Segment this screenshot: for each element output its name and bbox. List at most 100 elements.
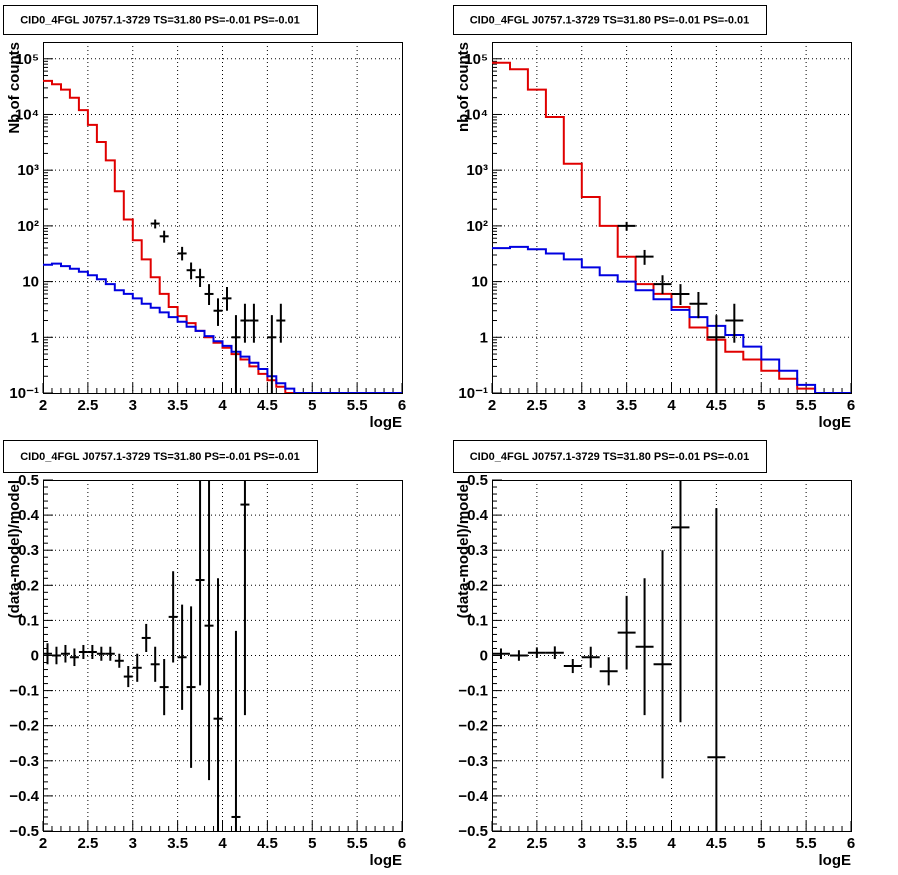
- chart-pad-2: CID0_4FGL J0757.1-3729 TS=31.80 PS=-0.01…: [453, 5, 855, 431]
- y-tick-label: 0.1: [18, 612, 39, 629]
- title-box: [453, 5, 767, 35]
- y-tick-label: 0.5: [467, 472, 488, 489]
- plot-frame: [43, 480, 403, 832]
- y-tick-label: 0.2: [467, 577, 488, 594]
- y-tick-label: 0.5: [18, 472, 39, 489]
- y-tick-label: 10: [22, 274, 39, 291]
- y-tick-label: −0.1: [458, 683, 488, 700]
- x-tick-label: 5: [308, 835, 316, 852]
- y-tick-label: −0.2: [9, 718, 39, 735]
- x-tick-label: 2.5: [77, 835, 98, 852]
- y-tick-label: 0.2: [18, 577, 39, 594]
- y-tick-label: −0.3: [458, 753, 488, 770]
- y-tick-label: 10⁴: [464, 106, 488, 123]
- y-tick-label: −0.1: [9, 683, 39, 700]
- y-tick-label: 10³: [466, 162, 488, 179]
- x-tick-label: 3: [129, 835, 137, 852]
- x-tick-label: 2: [39, 835, 47, 852]
- y-tick-label: 0: [480, 648, 488, 665]
- x-tick-label: 4.5: [706, 835, 727, 852]
- x-tick-label: 3.5: [167, 835, 188, 852]
- x-tick-label: 3.5: [167, 397, 188, 414]
- x-tick-label: 5.5: [347, 835, 368, 852]
- plot-data: [492, 61, 851, 393]
- y-axis-title: (data-model)/model: [455, 480, 472, 618]
- x-tick-label: 4: [218, 397, 227, 414]
- x-tick-label: 4.5: [706, 397, 727, 414]
- series-model-source-line: [43, 262, 402, 393]
- x-tick-label: 3.5: [616, 397, 637, 414]
- x-tick-label: 5.5: [796, 835, 817, 852]
- x-tick-label: 2: [488, 397, 496, 414]
- y-tick-label: −0.5: [9, 823, 39, 840]
- x-axis-title: logE: [370, 414, 403, 431]
- x-tick-label: 2: [488, 835, 496, 852]
- y-axis-title: Nb of counts: [6, 42, 23, 134]
- x-tick-label: 5: [308, 397, 316, 414]
- plot-frame: [492, 480, 852, 832]
- y-tick-label: 10⁵: [464, 51, 488, 68]
- chart-title: CID0_4FGL J0757.1-3729 TS=31.80 PS=-0.01…: [20, 15, 300, 27]
- chart-title: CID0_4FGL J0757.1-3729 TS=31.80 PS=-0.01…: [470, 451, 750, 463]
- x-tick-label: 2.5: [526, 397, 547, 414]
- x-tick-label: 2: [39, 397, 47, 414]
- y-tick-label: 0.4: [18, 507, 40, 524]
- y-tick-label: 10⁻¹: [9, 385, 39, 402]
- x-tick-label: 6: [847, 397, 855, 414]
- x-tick-label: 5.5: [796, 397, 817, 414]
- series-model-source-line: [492, 245, 851, 393]
- y-tick-label: 1: [480, 329, 488, 346]
- plot-frame: [492, 42, 852, 394]
- plot-frame: [43, 42, 403, 394]
- x-tick-label: 4.5: [257, 397, 278, 414]
- title-box: [3, 440, 318, 473]
- x-tick-label: 4.5: [257, 835, 278, 852]
- title-box: [453, 440, 767, 473]
- y-tick-label: 0.3: [467, 542, 488, 559]
- y-tick-label: 10⁻¹: [458, 385, 488, 402]
- x-tick-label: 2.5: [77, 397, 98, 414]
- plot-data: [492, 480, 726, 831]
- y-tick-label: −0.4: [9, 788, 39, 805]
- y-tick-label: 0: [31, 648, 39, 665]
- y-tick-label: 10²: [17, 218, 39, 235]
- y-axis-title: nb of counts: [455, 42, 472, 132]
- plot-data: [43, 480, 250, 831]
- x-tick-label: 3: [578, 835, 586, 852]
- y-tick-label: 0.1: [467, 612, 488, 629]
- x-tick-label: 6: [847, 835, 855, 852]
- plot-data: [43, 79, 402, 393]
- x-axis-title: logE: [370, 852, 403, 869]
- x-axis-title: logE: [819, 852, 852, 869]
- x-axis-title: logE: [819, 414, 852, 431]
- x-tick-label: 6: [398, 397, 406, 414]
- chart-title: CID0_4FGL J0757.1-3729 TS=31.80 PS=-0.01…: [470, 15, 750, 27]
- x-tick-label: 4: [667, 835, 676, 852]
- y-tick-label: −0.5: [458, 823, 488, 840]
- y-tick-label: 10⁵: [15, 51, 39, 68]
- y-tick-label: 0.3: [18, 542, 39, 559]
- y-tick-label: 10²: [466, 218, 488, 235]
- x-tick-label: 4: [667, 397, 676, 414]
- y-tick-label: −0.2: [458, 718, 488, 735]
- y-tick-label: 10⁴: [15, 106, 39, 123]
- x-tick-label: 5.5: [347, 397, 368, 414]
- chart-pad-4: CID0_4FGL J0757.1-3729 TS=31.80 PS=-0.01…: [453, 440, 855, 869]
- chart-title: CID0_4FGL J0757.1-3729 TS=31.80 PS=-0.01…: [20, 451, 300, 463]
- series-model-total-line: [43, 79, 295, 393]
- chart-pad-1: CID0_4FGL J0757.1-3729 TS=31.80 PS=-0.01…: [3, 5, 406, 431]
- x-tick-label: 3.5: [616, 835, 637, 852]
- x-tick-label: 5: [757, 835, 765, 852]
- y-tick-label: −0.3: [9, 753, 39, 770]
- chart-pad-3: CID0_4FGL J0757.1-3729 TS=31.80 PS=-0.01…: [3, 440, 406, 869]
- y-tick-label: 0.4: [467, 507, 489, 524]
- y-tick-label: 1: [31, 329, 39, 346]
- x-tick-label: 6: [398, 835, 406, 852]
- x-tick-label: 3: [129, 397, 137, 414]
- title-box: [3, 5, 318, 35]
- x-tick-label: 3: [578, 397, 586, 414]
- x-tick-label: 5: [757, 397, 765, 414]
- x-tick-label: 4: [218, 835, 227, 852]
- y-tick-label: 10: [471, 274, 488, 291]
